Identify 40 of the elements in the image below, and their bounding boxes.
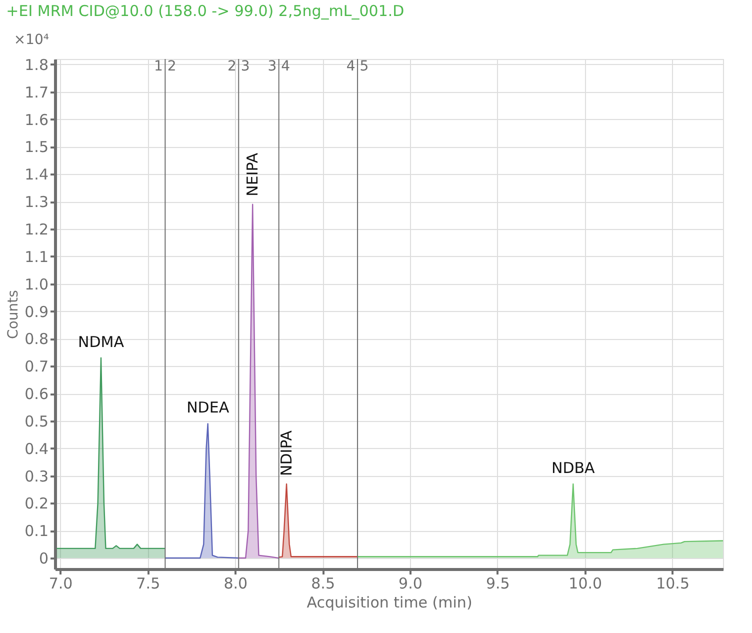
- x-tick-label: 7.0: [48, 574, 73, 592]
- y-tick-label: 1.1: [24, 248, 48, 266]
- y-tick-label: 1.5: [24, 138, 48, 156]
- y-tick-label: 0.4: [24, 440, 48, 458]
- y-tick-label: 0.1: [24, 522, 48, 540]
- y-tick-label: 1.0: [24, 275, 48, 294]
- annotation: NDEA: [186, 398, 230, 417]
- annotation: 3 4: [268, 58, 290, 74]
- y-tick-label: 0.2: [24, 494, 48, 513]
- x-tick-label: 10.0: [568, 574, 602, 592]
- y-tick-label: 0.3: [24, 467, 48, 486]
- y-tick-label: 0.7: [24, 358, 48, 376]
- x-tick-label: 9.5: [486, 574, 510, 592]
- y-tick-label: 0.9: [24, 302, 48, 321]
- y-tick-label: 0.8: [24, 330, 48, 348]
- x-tick-label: 8.0: [224, 574, 248, 592]
- y-tick-label: 1.3: [24, 193, 48, 212]
- x-tick-label: 7.5: [136, 574, 160, 592]
- x-tick-label: 9.0: [398, 574, 422, 592]
- annotation: NDBA: [551, 459, 596, 477]
- chart-title: +EI MRM CID@10.0 (158.0 -> 99.0) 2,5ng_mL_001.D: [6, 2, 404, 20]
- annotation: 4 5: [346, 58, 369, 74]
- x-tick-label: 10.5: [656, 574, 690, 592]
- y-tick-label: 1.4: [24, 166, 48, 184]
- text: ×10⁴: [14, 32, 50, 48]
- y-axis-title: Counts: [6, 290, 22, 339]
- annotation: NDIPA: [278, 430, 296, 476]
- x-tick-label: 8.5: [311, 574, 335, 592]
- y-tick-label: 0.6: [24, 385, 48, 404]
- y-tick-label: 1.2: [24, 220, 48, 238]
- annotation: NDMA: [78, 332, 125, 351]
- y-tick-label: 0.5: [24, 412, 48, 430]
- annotation: NEIPA: [244, 152, 262, 196]
- y-tick-label: 0: [38, 550, 48, 568]
- annotation: 2 3: [227, 58, 250, 74]
- y-tick-label: 1.7: [24, 83, 48, 102]
- annotation: 1 2: [154, 58, 176, 74]
- x-axis-title: Acquisition time (min): [306, 594, 472, 612]
- y-tick-label: 1.8: [24, 56, 48, 74]
- y-tick-label: 1.6: [24, 110, 48, 129]
